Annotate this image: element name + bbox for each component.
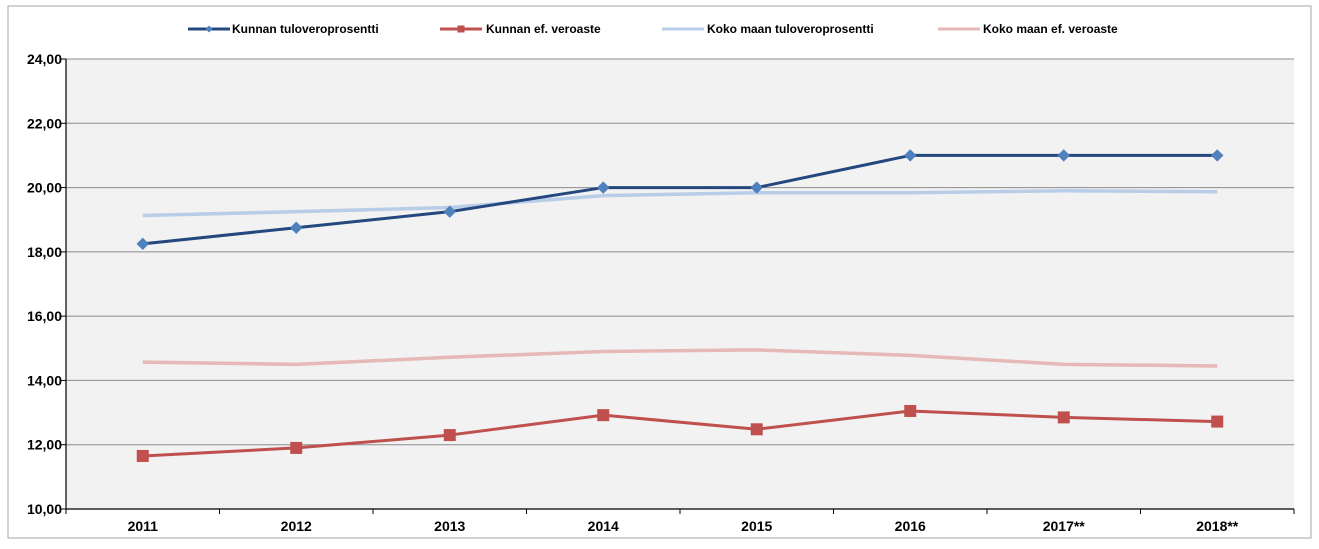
data-point-square bbox=[750, 423, 763, 436]
data-point-square bbox=[290, 441, 303, 454]
legend-label: Kunnan ef. veroaste bbox=[486, 22, 601, 36]
y-tick-label: 18,00 bbox=[27, 244, 62, 260]
x-tick-label: 2012 bbox=[281, 518, 312, 534]
x-tick-label: 2017** bbox=[1043, 518, 1086, 534]
y-tick-label: 16,00 bbox=[27, 308, 62, 324]
x-tick-label: 2014 bbox=[588, 518, 619, 534]
x-tick-label: 2016 bbox=[895, 518, 926, 534]
y-tick-label: 10,00 bbox=[27, 501, 62, 517]
data-point-diamond bbox=[443, 205, 456, 218]
series-lines bbox=[136, 149, 1224, 462]
x-tick-label: 2015 bbox=[741, 518, 772, 534]
series-line bbox=[142, 409, 1218, 458]
series-line bbox=[142, 189, 1218, 218]
data-point-square bbox=[1057, 411, 1070, 424]
legend-marker-diamond bbox=[205, 25, 213, 33]
legend-marker-square bbox=[457, 25, 465, 33]
data-point-diamond bbox=[290, 221, 303, 234]
legend-label: Koko maan ef. veroaste bbox=[983, 22, 1118, 36]
data-point-square bbox=[904, 404, 917, 417]
x-tick-label: 2011 bbox=[128, 518, 159, 534]
x-tick-label: 2013 bbox=[434, 518, 465, 534]
legend: Kunnan tuloveroprosentti Kunnan ef. veroa… bbox=[188, 22, 1118, 36]
data-point-square bbox=[443, 429, 456, 442]
axes: 10,00 12,00 14,00 16,00 18,00 20,00 22,00 24,00… bbox=[27, 51, 1295, 534]
y-tick-label: 22,00 bbox=[27, 115, 62, 131]
plot-area bbox=[66, 59, 1294, 509]
y-tick-label: 12,00 bbox=[27, 437, 62, 453]
legend-label: Koko maan tuloveroprosentti bbox=[707, 22, 874, 36]
data-point-diamond bbox=[136, 237, 149, 251]
y-tick-label: 20,00 bbox=[27, 180, 62, 196]
data-point-diamond bbox=[904, 149, 917, 162]
legend-label: Kunnan tuloveroprosentti bbox=[232, 22, 379, 36]
y-tick-label: 24,00 bbox=[27, 51, 62, 67]
series-line bbox=[142, 348, 1218, 368]
data-point-diamond bbox=[750, 181, 763, 194]
data-point-diamond bbox=[597, 181, 610, 194]
data-point-square bbox=[1211, 415, 1224, 428]
series-line bbox=[142, 153, 1218, 246]
data-point-diamond bbox=[1057, 149, 1070, 162]
y-tick-label: 14,00 bbox=[27, 372, 62, 388]
data-point-square bbox=[597, 409, 610, 422]
data-point-diamond bbox=[1211, 149, 1224, 162]
x-tick-label: 2018** bbox=[1196, 518, 1239, 534]
data-point-square bbox=[136, 449, 149, 462]
